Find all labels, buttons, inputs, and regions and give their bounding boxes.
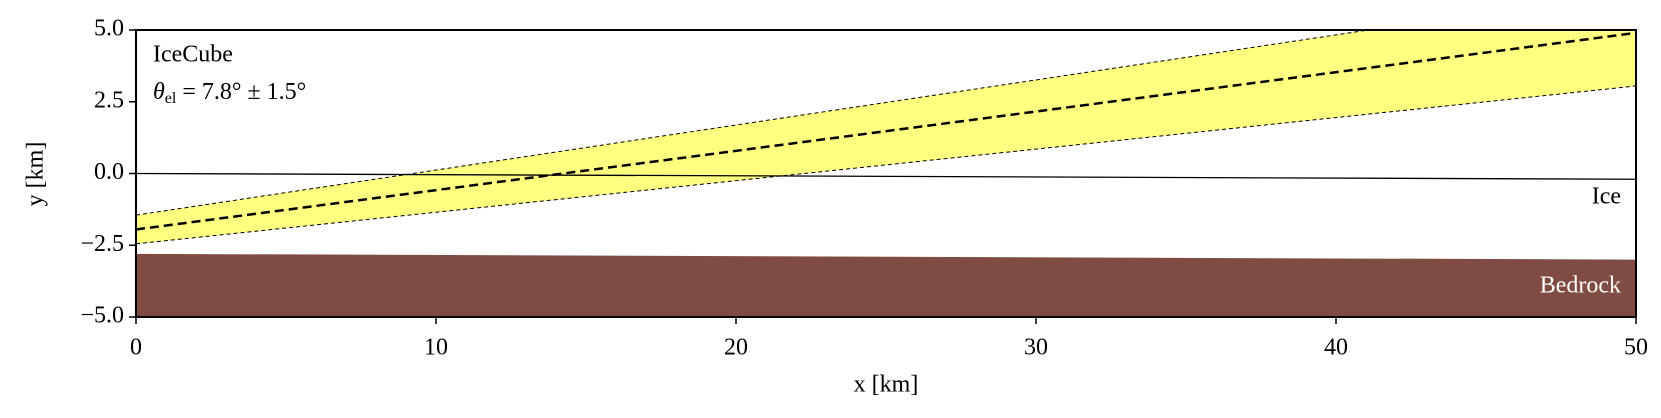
plot-area	[136, 30, 1636, 317]
y-tick-label: 2.5	[94, 87, 124, 113]
x-axis-label: x [km]	[854, 372, 919, 398]
y-tick-label: 5.0	[94, 16, 124, 42]
y-tick-label: −2.5	[80, 231, 124, 257]
x-tick-label: 0	[130, 335, 142, 361]
area-fill	[136, 253, 1636, 317]
x-tick-label: 30	[1024, 335, 1048, 361]
x-tick-label: 10	[424, 335, 448, 361]
x-tick-label: 50	[1624, 335, 1648, 361]
x-tick-label: 20	[724, 335, 748, 361]
line	[136, 172, 1636, 180]
line	[136, 31, 1636, 231]
x-tick-label: 40	[1324, 335, 1348, 361]
y-axis-label: y [km]	[23, 142, 49, 207]
y-tick-label: −5.0	[80, 303, 124, 329]
annotation-subscript: el	[165, 90, 177, 107]
y-tick-label: 0.0	[94, 159, 124, 185]
annotation-text: = 7.8° ± 1.5°	[176, 79, 306, 105]
band-edge	[136, 85, 1636, 245]
annotation: Ice	[1592, 184, 1621, 210]
band-edge	[136, 30, 1372, 216]
area-fill	[136, 30, 1636, 244]
annotation-symbol: θ	[153, 79, 165, 105]
annotation: Bedrock	[1540, 273, 1621, 299]
annotation: θel = 7.8° ± 1.5°	[153, 79, 306, 107]
annotation: IceCube	[153, 42, 233, 68]
